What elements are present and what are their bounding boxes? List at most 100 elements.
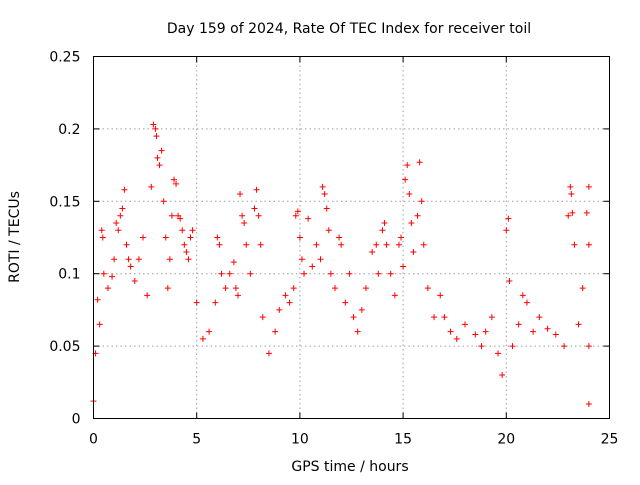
y-tick-label: 0.2 xyxy=(58,122,80,138)
data-point xyxy=(232,285,239,292)
data-point xyxy=(290,285,297,292)
data-point xyxy=(375,270,382,277)
data-point xyxy=(515,321,522,328)
data-point xyxy=(199,335,206,342)
data-point xyxy=(402,176,409,183)
data-point xyxy=(383,241,390,248)
data-point xyxy=(185,256,192,263)
data-point xyxy=(336,234,343,241)
data-point xyxy=(216,241,223,248)
data-point xyxy=(323,205,330,212)
data-points xyxy=(90,121,592,408)
y-tick-label: 0.1 xyxy=(58,267,80,283)
y-tick-label: 0.15 xyxy=(49,194,80,210)
data-point xyxy=(154,154,161,161)
data-point xyxy=(131,277,138,284)
data-point xyxy=(441,314,448,321)
data-point xyxy=(404,162,411,169)
data-point xyxy=(109,273,116,280)
data-point xyxy=(414,212,421,219)
data-point xyxy=(482,328,489,335)
data-point xyxy=(153,133,160,140)
data-point xyxy=(170,176,177,183)
data-point xyxy=(585,343,592,350)
data-point xyxy=(127,263,134,270)
data-point xyxy=(395,241,402,248)
data-point xyxy=(189,227,196,234)
data-point xyxy=(408,220,415,227)
data-point xyxy=(98,227,105,234)
data-point xyxy=(585,183,592,190)
data-point xyxy=(121,186,128,193)
data-point xyxy=(218,270,225,277)
data-point xyxy=(519,292,526,299)
data-point xyxy=(168,212,175,219)
data-point xyxy=(406,191,413,198)
data-point xyxy=(488,314,495,321)
data-point xyxy=(321,191,328,198)
data-point xyxy=(152,125,159,132)
data-point xyxy=(282,292,289,299)
data-point xyxy=(325,227,332,234)
data-point xyxy=(462,321,469,328)
data-point xyxy=(327,270,334,277)
y-tick-label: 0.05 xyxy=(49,339,80,355)
y-axis-title: ROTI / TECUs xyxy=(7,191,23,283)
data-point xyxy=(544,325,551,332)
data-point xyxy=(523,299,530,306)
data-point xyxy=(358,306,365,313)
data-point xyxy=(509,343,516,350)
data-point xyxy=(317,256,324,263)
data-point xyxy=(214,234,221,241)
data-point xyxy=(234,292,241,299)
data-point xyxy=(437,292,444,299)
data-point xyxy=(369,248,376,255)
data-point xyxy=(418,198,425,205)
data-point xyxy=(125,256,132,263)
data-point xyxy=(379,227,386,234)
x-tick-label: 10 xyxy=(291,432,309,448)
data-point xyxy=(424,285,431,292)
data-point xyxy=(115,227,122,234)
data-point xyxy=(346,270,353,277)
data-point xyxy=(565,212,572,219)
axis-ticks: 0 5 10 15 20 25 0 0.05 0.1 0.15 0.2 0.25 xyxy=(49,50,618,448)
data-point xyxy=(243,241,250,248)
data-point xyxy=(410,248,417,255)
data-point xyxy=(294,208,301,215)
data-point xyxy=(569,209,576,216)
data-point xyxy=(94,296,101,303)
data-point xyxy=(503,227,510,234)
data-point xyxy=(206,328,213,335)
data-point xyxy=(552,331,559,338)
data-point xyxy=(144,292,151,299)
data-point xyxy=(272,328,279,335)
data-point xyxy=(255,212,262,219)
data-point xyxy=(237,191,244,198)
x-tick-label: 20 xyxy=(497,432,515,448)
data-point xyxy=(373,241,380,248)
data-point xyxy=(166,256,173,263)
data-point xyxy=(536,314,543,321)
data-point xyxy=(123,241,130,248)
data-point xyxy=(150,121,157,128)
data-point xyxy=(158,147,165,154)
data-point xyxy=(276,306,283,313)
data-point xyxy=(239,212,246,219)
data-point xyxy=(585,241,592,248)
data-point xyxy=(177,215,184,222)
data-point xyxy=(99,234,106,241)
data-point xyxy=(230,259,237,266)
data-point xyxy=(342,299,349,306)
x-tick-label: 15 xyxy=(394,432,412,448)
data-point xyxy=(148,183,155,190)
data-point xyxy=(420,241,427,248)
data-point xyxy=(119,205,126,212)
y-tick-label: 0.25 xyxy=(49,50,80,66)
data-point xyxy=(183,248,190,255)
data-point xyxy=(257,241,264,248)
data-point xyxy=(135,256,142,263)
data-point xyxy=(453,335,460,342)
plot-frame xyxy=(93,56,610,419)
